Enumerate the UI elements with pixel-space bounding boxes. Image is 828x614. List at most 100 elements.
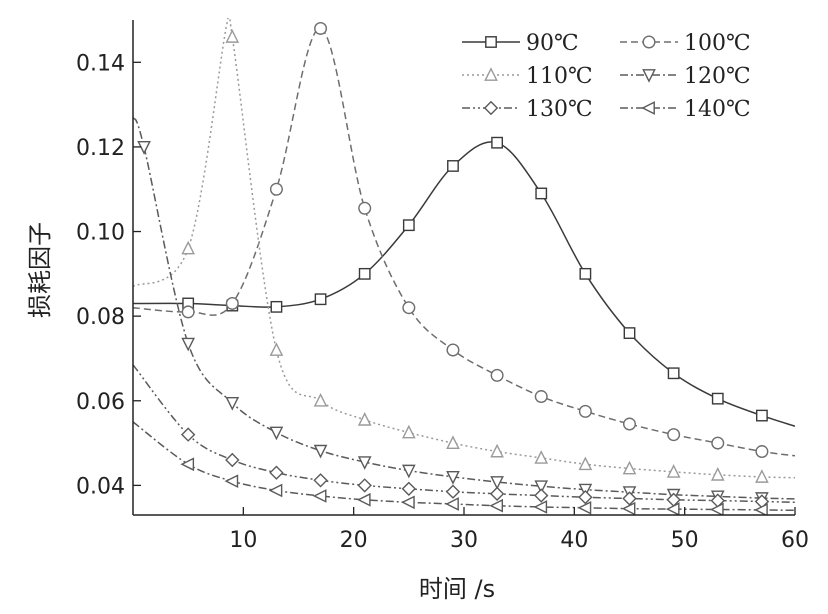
data-point [314, 21, 328, 35]
y-tick-label: 0.10 [76, 221, 125, 246]
data-point [446, 435, 460, 449]
data-point [533, 500, 548, 514]
data-point [357, 456, 372, 470]
data-point [357, 478, 372, 493]
data-point [490, 368, 504, 382]
data-point [180, 457, 195, 472]
data-point [711, 392, 724, 405]
series-4 [133, 116, 795, 506]
data-point [358, 201, 372, 215]
legend-label: 110℃ [526, 64, 593, 89]
data-point [622, 460, 637, 475]
legend-label: 100℃ [684, 31, 751, 56]
data-point [314, 293, 327, 306]
x-tick-label: 50 [671, 528, 699, 553]
x-tick-label: 20 [340, 528, 368, 553]
data-point [312, 489, 327, 503]
data-point [313, 444, 328, 459]
x-tick-label: 60 [781, 528, 809, 553]
data-point [667, 428, 681, 442]
series-3 [133, 18, 795, 483]
data-point [181, 240, 195, 255]
data-point [489, 498, 503, 513]
data-point [623, 327, 636, 339]
legend-label: 140℃ [684, 97, 751, 122]
data-point [579, 267, 592, 280]
data-point [445, 484, 461, 499]
legend: 90℃ 100℃ 110℃ 120℃ 130℃ 140℃ [462, 31, 751, 122]
data-point [755, 469, 769, 483]
y-tick-label: 0.04 [76, 474, 125, 499]
data-point [710, 467, 725, 481]
x-tick-label: 40 [560, 528, 588, 553]
legend-marker [642, 69, 656, 83]
series-line [133, 421, 795, 512]
x-axis-title: 时间 /s [419, 575, 495, 603]
data-point [578, 404, 592, 418]
data-point [269, 182, 283, 196]
data-point [446, 471, 460, 485]
legend-marker [483, 100, 499, 116]
data-point [358, 267, 371, 280]
series-1 [133, 136, 795, 427]
y-tick-label: 0.14 [76, 51, 125, 76]
series-line [133, 116, 795, 500]
data-point [754, 503, 768, 515]
data-point [224, 474, 239, 488]
data-point [225, 296, 239, 310]
series-6 [133, 421, 795, 515]
data-point [181, 337, 195, 352]
data-point [578, 456, 593, 471]
data-point [578, 490, 593, 505]
y-tick-label: 0.08 [76, 305, 125, 330]
data-point [357, 412, 372, 426]
series-line [133, 364, 795, 504]
data-point [402, 464, 416, 479]
legend-label: 130℃ [526, 97, 593, 122]
data-point [447, 160, 459, 172]
legend-label: 90℃ [526, 31, 579, 56]
data-point [622, 491, 637, 506]
data-point [137, 141, 151, 155]
data-point [756, 409, 768, 422]
series-line [133, 27, 795, 457]
data-point [534, 480, 549, 494]
series-5 [133, 364, 795, 509]
data-point [402, 219, 415, 232]
data-point [181, 305, 195, 319]
data-point [490, 476, 504, 490]
series-line [133, 18, 795, 479]
data-point [491, 136, 503, 149]
data-point [445, 497, 459, 511]
data-point [356, 492, 371, 507]
series-line [133, 141, 795, 427]
data-point [268, 483, 283, 498]
legend-label: 120℃ [684, 64, 751, 89]
data-point [666, 464, 681, 478]
data-point [269, 426, 284, 441]
data-point [225, 29, 240, 43]
data-point [535, 187, 548, 200]
data-point [446, 343, 460, 357]
data-point [225, 452, 240, 468]
legend-item-6: 140℃ [620, 97, 751, 122]
legend-marker [485, 36, 497, 48]
series-group [133, 18, 795, 515]
data-point [534, 390, 548, 404]
data-point [577, 500, 592, 515]
legend-marker [641, 101, 655, 115]
data-point [711, 436, 725, 450]
data-point [401, 495, 415, 510]
data-point [270, 300, 283, 313]
y-tick-label: 0.12 [76, 136, 125, 161]
data-point [534, 450, 549, 464]
legend-marker [484, 67, 498, 81]
axes-group: 0.04 0.06 0.08 0.10 0.12 0.14 10 20 30 40 50 60 [76, 20, 809, 553]
data-point [313, 393, 328, 407]
x-tick-label: 30 [450, 528, 478, 553]
data-point [401, 481, 417, 496]
data-point [710, 502, 724, 515]
data-point [623, 417, 637, 431]
legend-item-2: 100℃ [620, 31, 751, 56]
data-point [180, 427, 196, 442]
